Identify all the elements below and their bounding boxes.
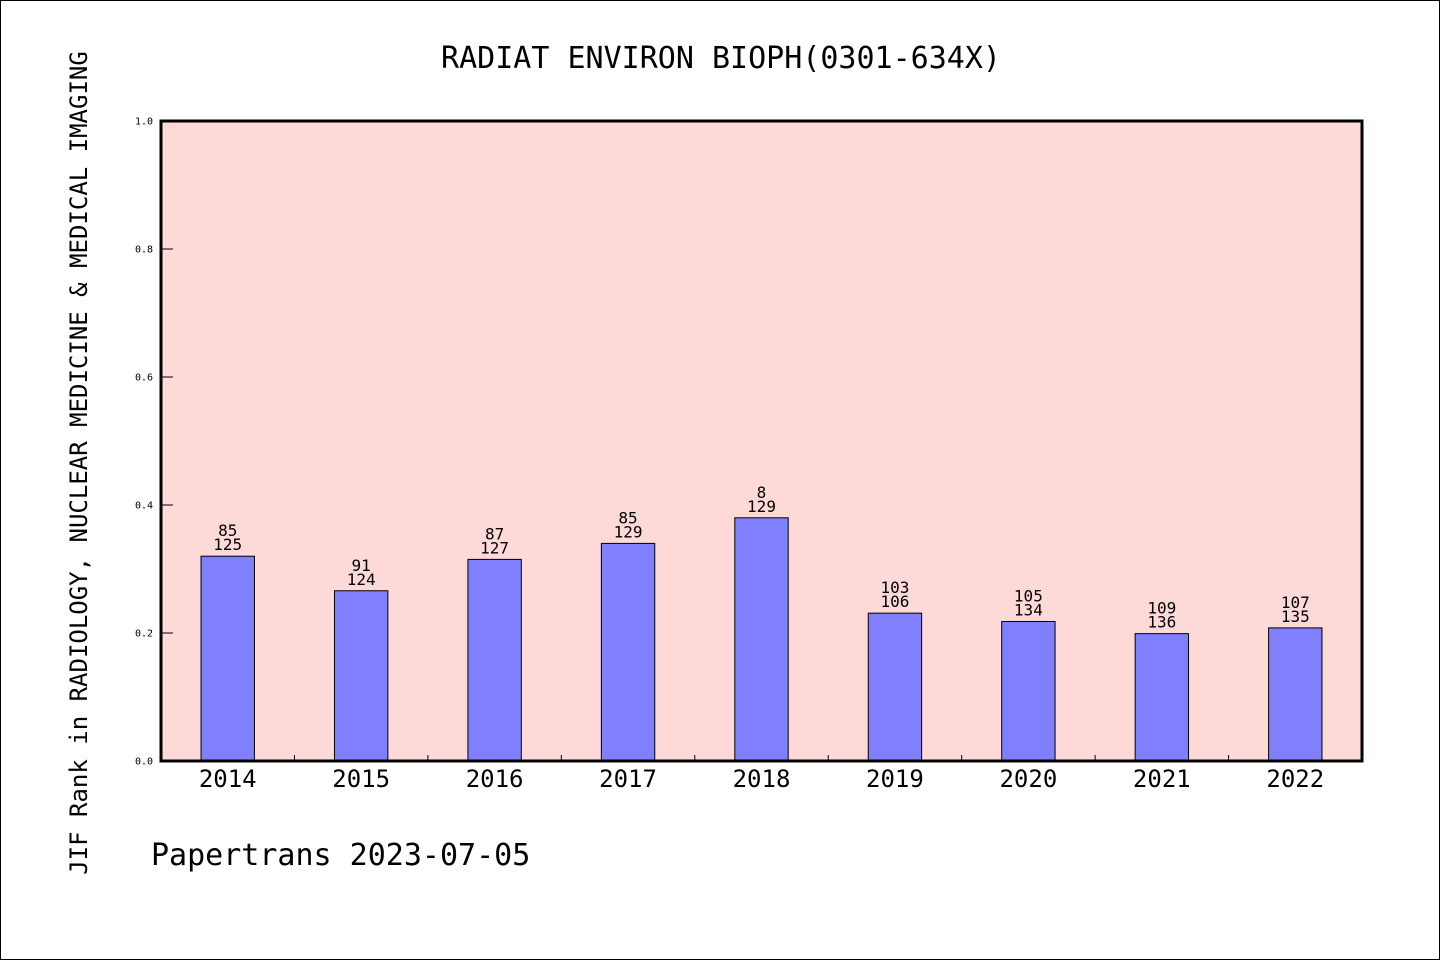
x-tick-label: 2021 (1133, 765, 1191, 793)
x-axis-ticks: 2014 2015 2016 2017 2018 2019 2020 2021 2022 (199, 755, 1324, 793)
y-tick-label: 0.8 (135, 245, 153, 256)
x-tick-label: 2016 (466, 765, 524, 793)
bar-label-bottom: 136 (1147, 613, 1176, 632)
bar-label-bottom: 127 (480, 538, 509, 557)
bar-label-top: 91 (352, 556, 371, 575)
y-tick-label: 0.2 (135, 629, 153, 640)
bar (1134, 633, 1190, 762)
bar-label-top: 103 (880, 578, 909, 597)
bar-label-top: 109 (1147, 599, 1176, 618)
bar-label-bottom: 129 (747, 497, 776, 516)
x-tick-label: 2018 (733, 765, 791, 793)
bar-label-bottom: 106 (880, 592, 909, 611)
bar-label-bottom: 129 (614, 522, 643, 541)
bar-label-bottom: 135 (1281, 607, 1310, 626)
y-tick-label: 0.4 (135, 501, 153, 512)
x-tick-label: 2022 (1266, 765, 1324, 793)
bar-label-top: 87 (485, 524, 504, 543)
bar (200, 555, 255, 762)
footer-credit: Papertrans 2023-07-05 (151, 838, 530, 873)
bar (467, 558, 522, 762)
plot-border (159, 119, 1364, 763)
bar (1268, 627, 1323, 762)
x-tick-label: 2014 (199, 765, 257, 793)
bar-label-top: 107 (1281, 593, 1310, 612)
bar (734, 517, 789, 762)
y-axis-label: JIF Rank in RADIOLOGY, NUCLEAR MEDICINE … (65, 51, 93, 875)
y-tick-label: 0.0 (135, 757, 153, 768)
bar-label-bottom: 124 (347, 570, 376, 589)
x-tick-label: 2019 (866, 765, 924, 793)
bars (200, 517, 1323, 762)
y-tick-label: 1.0 (135, 117, 153, 128)
bar-label-top: 105 (1014, 586, 1043, 605)
x-tick-label: 2015 (332, 765, 390, 793)
y-tick-label: 0.6 (135, 373, 153, 384)
bar (1001, 620, 1056, 762)
bar (867, 612, 923, 762)
bar-label-bottom: 125 (213, 535, 242, 554)
x-tick-label: 2020 (999, 765, 1057, 793)
bar-label-top: 8 (757, 483, 767, 502)
bar (600, 542, 656, 762)
bar-label-bottom: 134 (1014, 600, 1043, 619)
chart-title: RADIAT ENVIRON BIOPH(0301-634X) (441, 41, 1001, 76)
bar (333, 590, 389, 762)
bar-label-top: 85 (218, 521, 237, 540)
x-tick-label: 2017 (599, 765, 657, 793)
bar-label-top: 85 (618, 508, 637, 527)
